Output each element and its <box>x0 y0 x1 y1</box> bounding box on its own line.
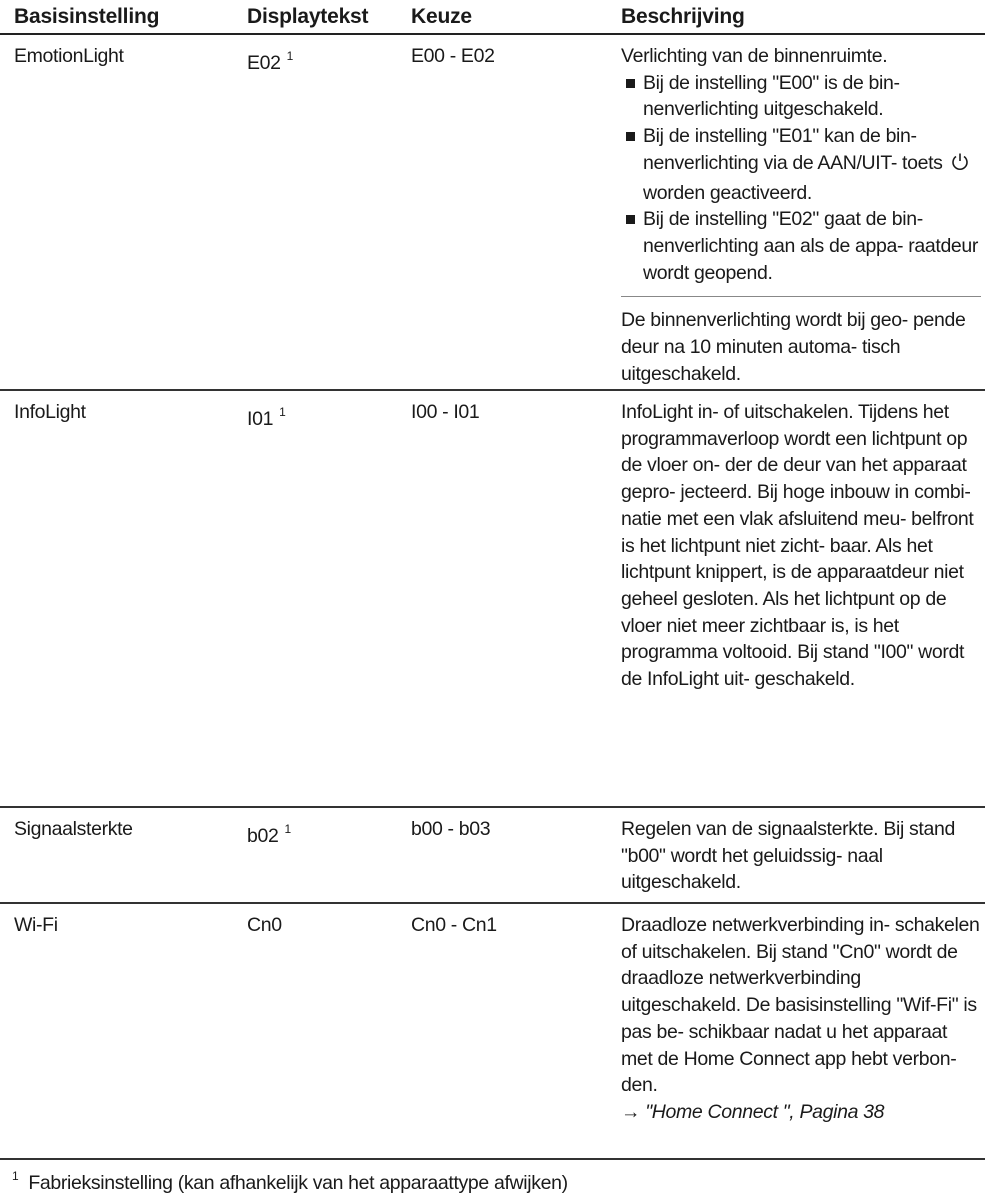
description-note: De binnenverlichting wordt bij geo- pend… <box>621 296 981 387</box>
power-icon <box>950 152 970 180</box>
arrow-right-icon: → <box>621 1100 641 1123</box>
footnote-marker: 1 <box>279 405 286 419</box>
header-displaytekst: Displaytekst <box>247 5 369 28</box>
header-beschrijving: Beschrijving <box>621 5 745 28</box>
bullet-list: Bij de instelling "E00" is de bin- nenve… <box>621 70 981 287</box>
choice-range: I00 - I01 <box>411 401 480 423</box>
table-header: Basisinstelling Displaytekst Keuze Besch… <box>0 0 985 35</box>
table-row: Wi-Fi Cn0 Cn0 - Cn1 Draadloze netwerkver… <box>0 904 985 1160</box>
list-item: Bij de instelling "E01" kan de bin- nenv… <box>621 123 981 206</box>
description-text: Draadloze netwerkverbinding in- schakele… <box>621 914 980 1097</box>
display-text: I01 1 <box>247 405 286 430</box>
bullet-square-icon <box>626 215 635 225</box>
setting-name: Wi-Fi <box>14 914 58 936</box>
bullet-square-icon <box>626 132 635 142</box>
setting-name: InfoLight <box>14 401 86 423</box>
header-basisinstelling: Basisinstelling <box>14 5 160 28</box>
setting-name: Signaalsterkte <box>14 818 133 840</box>
table-row: Signaalsterkte b02 1 b00 - b03 Regelen va… <box>0 808 985 904</box>
table-row: InfoLight I01 1 I00 - I01 InfoLight in- o… <box>0 391 985 808</box>
table-row: EmotionLight E02 1 E00 - E02 Verlichting … <box>0 35 985 391</box>
footnote: 1 Fabrieksinstelling (kan afhankelijk van… <box>12 1164 568 1195</box>
list-item: Bij de instelling "E00" is de bin- nenve… <box>621 70 981 123</box>
description: Draadloze netwerkverbinding in- schakele… <box>621 904 981 1126</box>
description-intro: Verlichting van de binnenruimte. <box>621 45 888 67</box>
settings-table: Basisinstelling Displaytekst Keuze Besch… <box>0 0 985 1160</box>
description: Regelen van de signaalsterkte. Bij stand… <box>621 818 955 894</box>
cross-reference-link[interactable]: "Home Connect ", Pagina 38 <box>645 1100 885 1123</box>
footnote-marker: 1 <box>284 822 292 836</box>
display-text: b02 1 <box>247 822 292 847</box>
footnote-text: Fabrieksinstelling (kan afhankelijk van … <box>28 1172 568 1194</box>
bullet-square-icon <box>626 78 635 88</box>
footnote-number: 1 <box>12 1169 19 1183</box>
choice-range: E00 - E02 <box>411 45 495 67</box>
header-keuze: Keuze <box>411 5 472 28</box>
display-text: Cn0 <box>247 914 282 936</box>
choice-range: Cn0 - Cn1 <box>411 914 497 936</box>
description: Verlichting van de binnenruimte. Bij de … <box>621 35 981 387</box>
choice-range: b00 - b03 <box>411 818 491 840</box>
display-text: E02 1 <box>247 49 294 74</box>
footnote-marker: 1 <box>286 49 294 63</box>
description: InfoLight in- of uitschakelen. Tijdens h… <box>621 401 974 691</box>
setting-name: EmotionLight <box>14 45 124 67</box>
list-item: Bij de instelling "E02" gaat de bin- nen… <box>621 206 981 286</box>
cross-reference[interactable]: → "Home Connect ", Pagina 38 <box>621 1099 981 1126</box>
